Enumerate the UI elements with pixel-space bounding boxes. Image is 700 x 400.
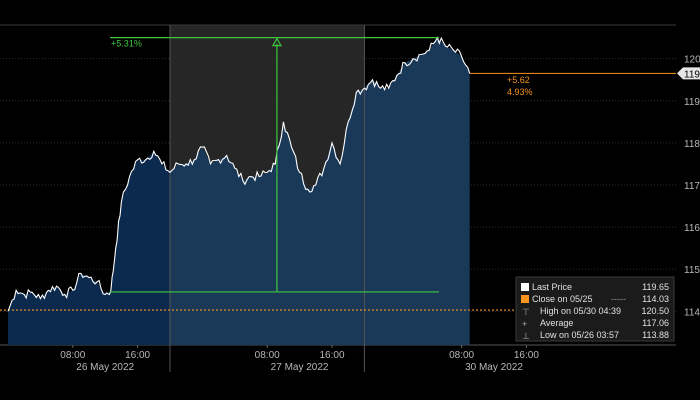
legend-item-1-dashes: ----- — [611, 294, 626, 304]
y-tick-120: 120 — [684, 55, 700, 66]
change-pct-label: 4.93% — [507, 87, 533, 97]
y-tick-114: 114 — [684, 307, 700, 318]
last-price-tag-label: 119.65 — [684, 69, 700, 80]
range-pct-label: +5.31% — [111, 39, 142, 49]
price-line — [7, 36, 471, 312]
legend-item-3-marker: + — [522, 319, 527, 329]
y-tick-116: 116 — [684, 223, 700, 234]
legend-item-3-value: 117.06 — [642, 318, 669, 328]
legend-item-0-marker — [521, 283, 529, 291]
y-tick-115: 115 — [684, 265, 700, 276]
legend-item-2-label: High on 05/30 04:39 — [540, 306, 621, 316]
day-label-1: 27 May 2022 — [271, 362, 329, 373]
y-tick-117: 117 — [684, 181, 700, 192]
legend-item-4-marker: ⊥ — [522, 331, 530, 341]
legend-item-0-value: 119.65 — [642, 282, 669, 292]
legend-item-4-value: 113.88 — [642, 330, 669, 340]
legend-item-1-value: 114.03 — [642, 294, 669, 304]
legend-item-3-label: Average — [540, 318, 573, 328]
x-tick-label-3: 16:00 — [319, 350, 344, 361]
legend-item-1-marker — [521, 295, 529, 303]
x-tick-label-0: 08:00 — [60, 350, 85, 361]
x-tick-label-5: 16:00 — [514, 350, 539, 361]
legend-item-4-label: Low on 05/26 03:57 — [540, 330, 619, 340]
legend-item-2-marker: ⊤ — [522, 307, 530, 317]
price-area-highlight — [170, 37, 470, 345]
last-price-tag — [677, 67, 700, 80]
day-label-2: 30 May 2022 — [465, 362, 523, 373]
range-arrow-head — [271, 37, 282, 47]
y-tick-118: 118 — [684, 139, 700, 150]
legend-item-2-value: 120.50 — [641, 306, 669, 316]
x-tick-label-4: 08:00 — [449, 350, 474, 361]
change-abs-label: +5.62 — [507, 75, 530, 85]
legend-item-1-label: Close on 05/25 — [532, 294, 593, 304]
x-tick-label-2: 08:00 — [255, 350, 280, 361]
legend-box — [515, 276, 675, 342]
x-tick-label-1: 16:00 — [125, 350, 150, 361]
y-tick-119: 119 — [684, 97, 700, 108]
day-label-0: 26 May 2022 — [76, 362, 134, 373]
legend-item-0-label: Last Price — [532, 282, 572, 292]
